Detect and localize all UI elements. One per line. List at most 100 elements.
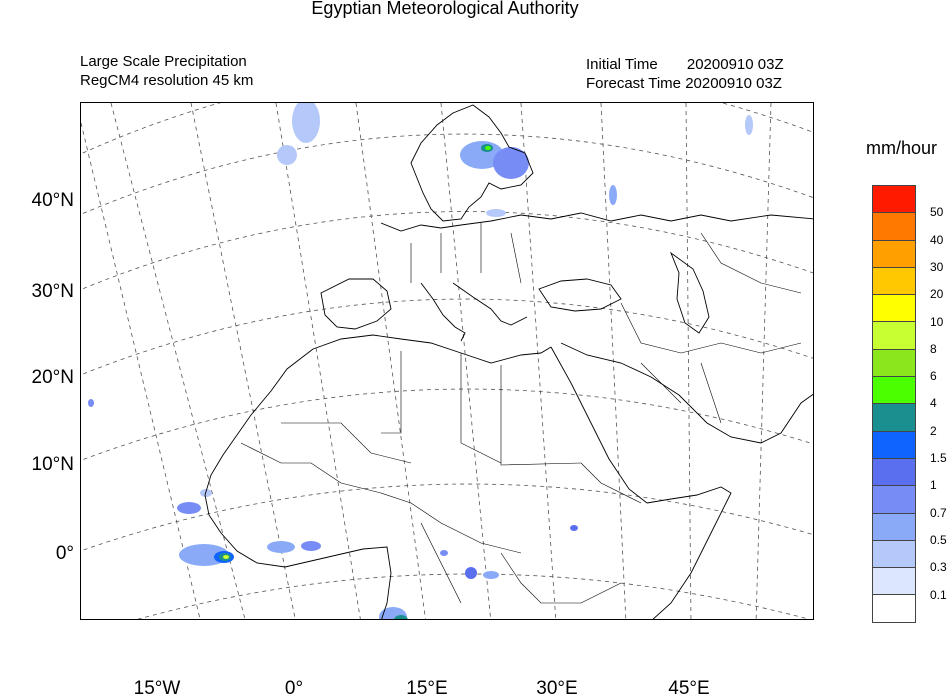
colorbar-level-label: 8 xyxy=(930,341,937,356)
colorbar-swatch xyxy=(872,430,916,459)
precip-patch xyxy=(745,115,753,135)
coastline-horn-africa xyxy=(646,486,732,619)
country-borders xyxy=(240,223,802,604)
colorbar-level-label: 0.7 xyxy=(930,505,947,520)
precip-patch xyxy=(177,502,201,514)
border xyxy=(240,442,382,494)
colorbar-level-label: 10 xyxy=(930,314,944,329)
parallel-line xyxy=(81,298,813,376)
parallel-line xyxy=(81,483,813,552)
lon-label-0: 0° xyxy=(284,678,304,699)
colorbar-level-label: 1 xyxy=(930,478,937,493)
border xyxy=(381,351,402,434)
graticule xyxy=(81,103,813,619)
precip-patch xyxy=(400,619,406,620)
border xyxy=(281,422,412,464)
meridian-line xyxy=(685,103,692,619)
precip-patch xyxy=(570,525,578,531)
meridian-line xyxy=(440,103,492,619)
meridian-line xyxy=(755,103,772,619)
precip-patch xyxy=(486,209,506,217)
precip-patch xyxy=(485,146,491,150)
lon-label-15e: 15°E xyxy=(406,678,448,699)
colorbar-swatch xyxy=(872,266,916,296)
lat-label-20n: 20°N xyxy=(31,367,74,388)
colorbar-swatch xyxy=(872,594,916,623)
parallel-line xyxy=(81,103,813,155)
border xyxy=(580,462,642,504)
colorbar-swatch xyxy=(872,185,916,214)
colorbar-swatch xyxy=(872,348,916,378)
colorbar-level-label: 0.5 xyxy=(930,532,947,547)
coastline-west-africa xyxy=(204,348,392,619)
meridian-line xyxy=(600,103,627,619)
colorbar-swatch xyxy=(872,403,916,432)
precip-patch xyxy=(88,399,94,407)
figure-title: Egyptian Meteorological Authority xyxy=(311,0,579,18)
map-panel[interactable] xyxy=(80,102,814,620)
colorbar-level-label: 1.5 xyxy=(930,451,947,465)
colorbar-swatch xyxy=(872,294,916,323)
colorbar-swatch xyxy=(872,567,916,596)
colorbar-level-label: 0.3 xyxy=(930,560,947,575)
colorbar-swatch xyxy=(872,376,916,405)
colorbar-swatch xyxy=(872,485,916,514)
parallel-line xyxy=(81,133,813,215)
colorbar-swatch xyxy=(872,512,916,541)
initial-time: Initial Time 20200910 03Z xyxy=(586,56,784,73)
coastline-iberia xyxy=(320,278,392,330)
forecast-time: Forecast Time 20200910 03Z xyxy=(586,75,782,92)
coastline-europe xyxy=(380,212,813,232)
map-canvas[interactable] xyxy=(81,103,814,620)
colorbar-level-label: 4 xyxy=(930,396,937,411)
coastline-arabia xyxy=(560,342,813,444)
border xyxy=(640,362,722,424)
border xyxy=(700,232,802,294)
lon-label-45e: 45°E xyxy=(668,678,710,699)
lat-label-30n: 30°N xyxy=(31,281,74,302)
precip-patch xyxy=(483,571,499,579)
colorbar-swatch xyxy=(872,457,916,487)
precipitation-field xyxy=(88,103,753,620)
precip-patch xyxy=(301,541,321,551)
border xyxy=(500,365,582,466)
precip-patch xyxy=(493,147,529,179)
model-resolution: RegCM4 resolution 45 km xyxy=(80,72,254,89)
meridian-line xyxy=(190,103,296,619)
precip-patch xyxy=(277,145,297,165)
precip-patch xyxy=(440,550,448,556)
parallel-line xyxy=(137,573,810,619)
precip-patch xyxy=(292,103,320,143)
lon-label-15w: 15°W xyxy=(133,678,181,699)
meridian-line xyxy=(110,103,246,619)
border xyxy=(460,353,502,464)
border xyxy=(380,492,522,554)
legend-units: mm/hour xyxy=(866,138,938,158)
lon-label-30e: 30°E xyxy=(536,678,578,699)
precip-patch xyxy=(394,615,408,619)
precip-patch xyxy=(267,541,295,553)
field-name: Large Scale Precipitation xyxy=(80,53,247,70)
colorbar-level-label: 40 xyxy=(930,232,944,247)
precip-patch xyxy=(609,185,617,205)
border xyxy=(420,522,462,604)
border xyxy=(500,552,622,604)
precip-patch xyxy=(465,567,477,579)
border xyxy=(410,223,522,284)
colorbar-swatch xyxy=(872,212,916,241)
coastline-red-sea xyxy=(550,346,648,504)
colorbar-level-label: 2 xyxy=(930,423,937,438)
coastline-caspian xyxy=(670,251,710,334)
colorbar-swatch xyxy=(872,239,916,268)
parallel-line xyxy=(81,388,813,461)
colorbar-swatch xyxy=(872,321,916,350)
colorbar-level-label: 6 xyxy=(930,369,937,384)
lat-label-0: 0° xyxy=(55,543,74,564)
colorbar xyxy=(872,185,916,623)
border xyxy=(620,302,802,354)
colorbar-level-label: 30 xyxy=(930,259,944,274)
meridian-line xyxy=(355,103,426,619)
coastline-black-sea xyxy=(538,278,622,312)
coastline-balkans xyxy=(452,282,528,326)
precip-patch xyxy=(223,555,229,559)
